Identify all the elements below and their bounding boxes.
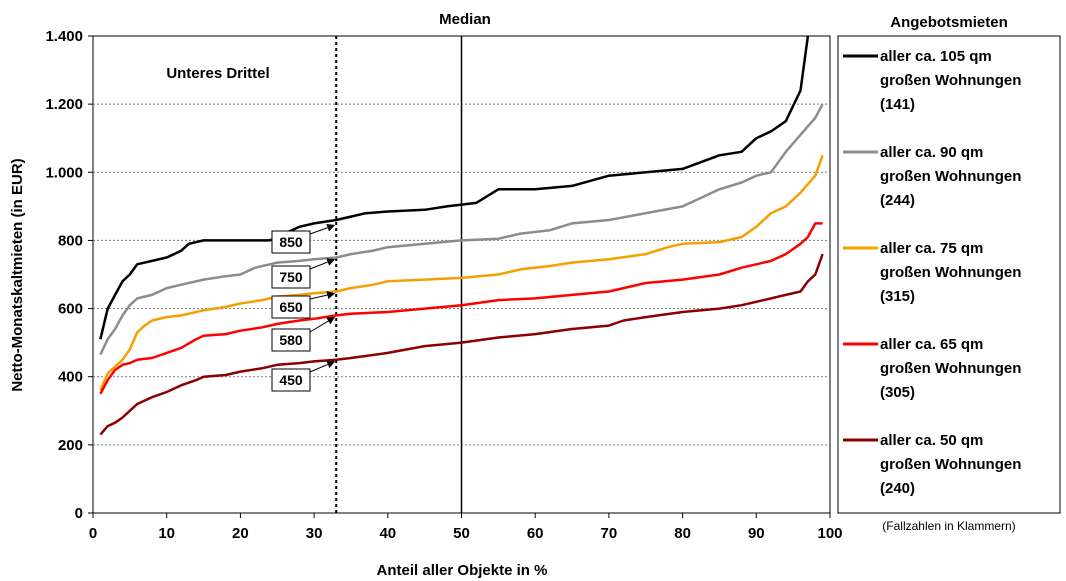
series-line-1 bbox=[99, 103, 824, 356]
legend-label: aller ca. 105 qm bbox=[880, 48, 992, 65]
value-callouts: 850 750 650 580 450 bbox=[271, 223, 336, 392]
legend-label: großen Wohnungen bbox=[880, 168, 1021, 185]
legend-box bbox=[837, 35, 1061, 514]
y-tick-label: 200 bbox=[58, 437, 83, 454]
callout-750: 750 bbox=[271, 258, 336, 289]
x-tick-label: 40 bbox=[379, 525, 396, 542]
y-tick-label: 800 bbox=[58, 232, 83, 249]
callout-arrow bbox=[309, 258, 336, 270]
series-line-3 bbox=[99, 222, 823, 395]
y-axis-title: Netto-Monatskaltmieten (in EUR) bbox=[9, 158, 26, 391]
footnote: (Fallzahlen in Klammern) bbox=[882, 519, 1015, 533]
callout-580: 580 bbox=[271, 316, 336, 352]
callout-value: 650 bbox=[279, 299, 303, 315]
legend-label: großen Wohnungen bbox=[880, 264, 1021, 281]
x-axis-title: Anteil aller Objekte in % bbox=[377, 562, 548, 579]
chart-title: Median bbox=[439, 11, 491, 28]
callout-box bbox=[271, 230, 311, 254]
callout-box bbox=[271, 328, 311, 352]
y-tick-label: 400 bbox=[58, 369, 83, 386]
legend-label: aller ca. 65 qm bbox=[880, 336, 983, 353]
callout-arrow bbox=[309, 316, 336, 333]
series-line-4 bbox=[99, 253, 824, 436]
legend-label: großen Wohnungen bbox=[880, 360, 1021, 377]
y-tick-label: 1.400 bbox=[45, 28, 83, 45]
callout-450: 450 bbox=[271, 360, 336, 392]
x-tick-label: 60 bbox=[527, 525, 544, 542]
x-tick-label: 50 bbox=[453, 525, 470, 542]
legend-label: aller ca. 50 qm bbox=[880, 432, 983, 449]
x-tick-label: 10 bbox=[158, 525, 175, 542]
legend-label: großen Wohnungen bbox=[880, 72, 1021, 89]
legend-item-4: aller ca. 50 qm großen Wohnungen (240) bbox=[843, 432, 1021, 497]
annotation-unteres-drittel: Unteres Drittel bbox=[166, 65, 269, 82]
legend-label: großen Wohnungen bbox=[880, 456, 1021, 473]
y-tick-label: 1.200 bbox=[45, 96, 83, 113]
callout-value: 850 bbox=[279, 234, 303, 250]
legend-label: aller ca. 90 qm bbox=[880, 144, 983, 161]
callout-box bbox=[271, 368, 311, 392]
legend-label: (240) bbox=[880, 480, 915, 497]
callout-850: 850 bbox=[271, 223, 336, 254]
legend-label: (141) bbox=[880, 96, 915, 113]
x-tick-label: 20 bbox=[232, 525, 249, 542]
x-tick-label: 70 bbox=[601, 525, 618, 542]
callout-box bbox=[271, 295, 311, 319]
x-tick-label: 80 bbox=[674, 525, 691, 542]
series-line-2 bbox=[99, 154, 824, 391]
legend-label: (244) bbox=[880, 192, 915, 209]
legend-title: Angebotsmieten bbox=[890, 14, 1008, 31]
reference-lines bbox=[335, 36, 463, 513]
legend-label: (305) bbox=[880, 384, 915, 401]
callout-arrow bbox=[309, 223, 336, 235]
legend-item-2: aller ca. 75 qm großen Wohnungen (315) bbox=[843, 240, 1021, 305]
series-group bbox=[99, 35, 824, 436]
y-tick-label: 600 bbox=[58, 301, 83, 318]
x-tick-label: 90 bbox=[748, 525, 765, 542]
callout-650: 650 bbox=[271, 291, 336, 319]
callout-arrow bbox=[309, 360, 336, 373]
y-axis-ticks: 0 200 400 600 800 1.000 1.200 1.400 bbox=[45, 28, 93, 522]
y-tick-label: 0 bbox=[75, 505, 83, 522]
series-line-0 bbox=[99, 35, 810, 340]
legend-label: (315) bbox=[880, 288, 915, 305]
legend-item-0: aller ca. 105 qm großen Wohnungen (141) bbox=[843, 48, 1021, 113]
legend-item-3: aller ca. 65 qm großen Wohnungen (305) bbox=[843, 336, 1021, 401]
x-tick-label: 0 bbox=[89, 525, 97, 542]
callout-value: 750 bbox=[279, 269, 303, 285]
callout-box bbox=[271, 265, 311, 289]
y-tick-label: 1.000 bbox=[45, 164, 83, 181]
callout-value: 580 bbox=[279, 332, 303, 348]
x-tick-label: 100 bbox=[817, 525, 842, 542]
x-tick-label: 30 bbox=[306, 525, 323, 542]
legend-label: aller ca. 75 qm bbox=[880, 240, 983, 257]
callout-arrow bbox=[309, 291, 336, 300]
callout-value: 450 bbox=[279, 372, 303, 388]
legend-item-1: aller ca. 90 qm großen Wohnungen (244) bbox=[843, 144, 1021, 209]
x-axis-ticks: 0 10 20 30 40 50 60 70 80 90 100 bbox=[89, 513, 843, 542]
